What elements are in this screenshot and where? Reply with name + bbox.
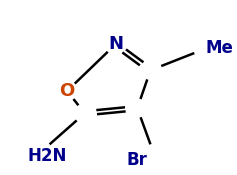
Text: N: N	[108, 36, 123, 53]
Text: O: O	[59, 82, 75, 100]
Text: H2N: H2N	[28, 147, 67, 165]
Text: Br: Br	[127, 151, 148, 169]
Text: Me: Me	[205, 39, 233, 57]
